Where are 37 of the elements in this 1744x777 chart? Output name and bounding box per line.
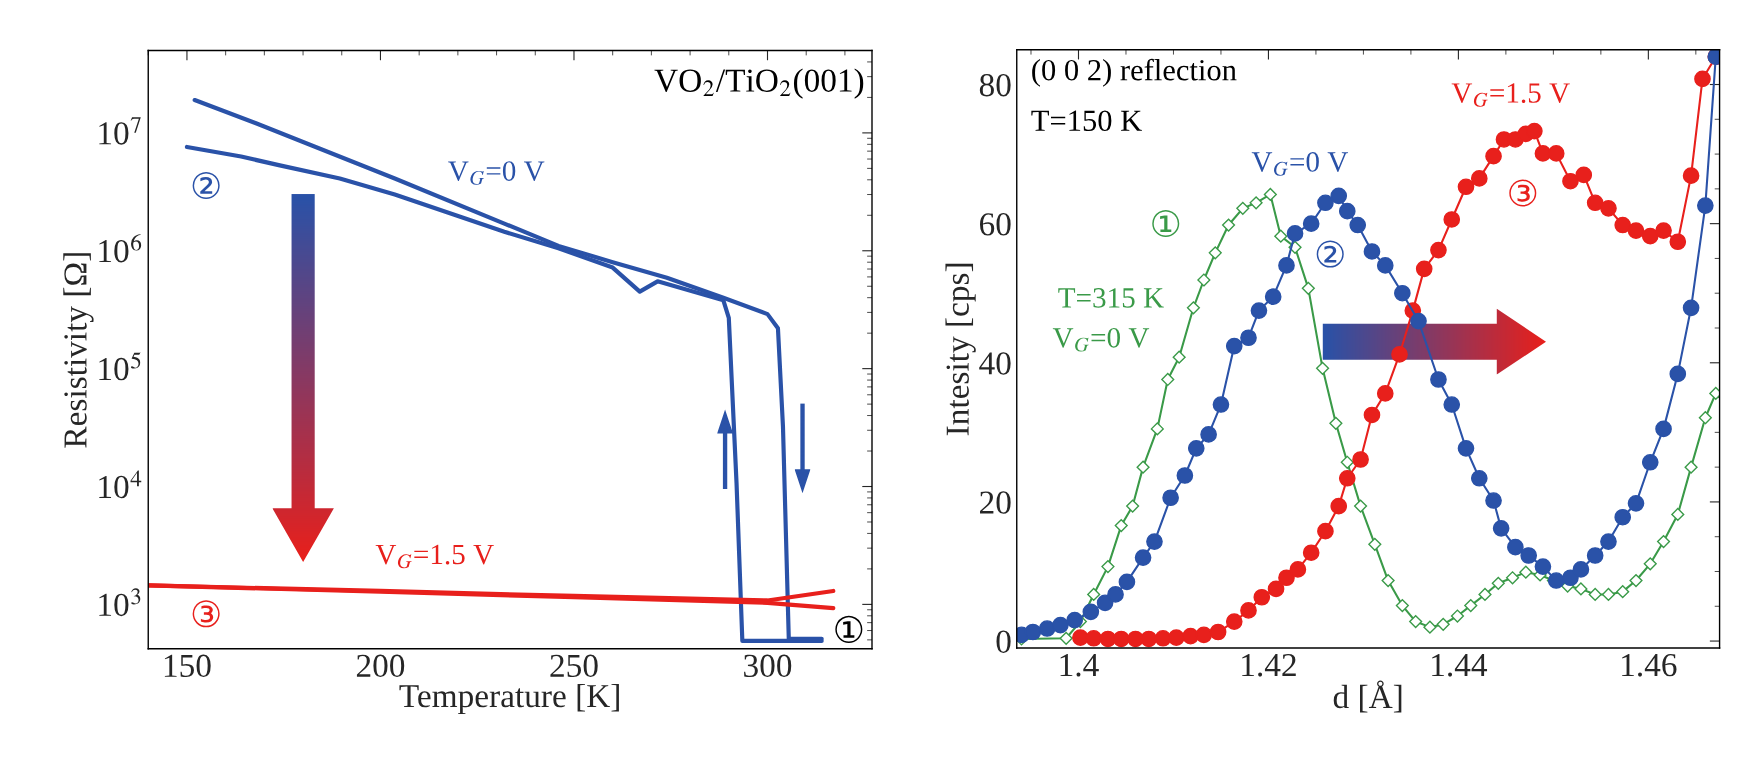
y-tick-label: 60	[979, 213, 1011, 236]
x-axis-title: Temperature [K]	[399, 683, 619, 715]
y-tick-label: 40	[979, 352, 1011, 375]
annotation: ③	[1509, 179, 1537, 207]
x-tick-label: 300	[744, 654, 792, 678]
y-axis-title: Intesity [cps]	[945, 263, 976, 436]
y-tick-label: 10$^{3}$	[99, 588, 141, 617]
x-tick-label: 1.4	[1060, 654, 1099, 677]
y-tick-label: 0	[996, 630, 1011, 653]
y-tick-label: 10$^{6}$	[99, 234, 142, 263]
x-tick-label: 200	[356, 654, 405, 678]
x-tick-label: 1.42	[1242, 653, 1296, 677]
annotation: VO$_{2}$/TiO$_{2}$(001)	[654, 68, 864, 99]
y-axis-title: Resistivity [Ω]	[63, 253, 94, 448]
annotation: ②	[1316, 240, 1344, 268]
annotation: T=315 K	[1058, 288, 1164, 308]
x-tick-label: 150	[164, 654, 211, 678]
annotation: ①	[835, 615, 863, 643]
x-tick-label: 1.46	[1622, 653, 1677, 677]
annotation: V$_{G}$=0 V	[448, 161, 545, 185]
x-axis-title: d [Å]	[1333, 680, 1402, 713]
y-tick-label: 10$^{7}$	[99, 117, 141, 145]
annotation: (0 0 2) reflection	[1032, 58, 1237, 87]
annotation: V$_{G}$=1.5 V	[375, 544, 494, 569]
x-tick-label: 250	[550, 654, 598, 678]
annotation: V$_{G}$=1.5 V	[1451, 83, 1570, 107]
annotation: ③	[192, 600, 220, 628]
annotation: V$_{G}$=0 V	[1052, 327, 1150, 352]
annotation: ①	[1152, 210, 1180, 238]
y-tick-label: 80	[979, 73, 1011, 97]
y-tick-label: 10$^{4}$	[99, 470, 142, 499]
x-tick-label: 1.44	[1432, 654, 1488, 677]
annotation: T=150 K	[1031, 110, 1142, 132]
annotation: ②	[192, 171, 220, 199]
y-tick-label: 10$^{5}$	[99, 352, 141, 381]
y-tick-label: 20	[980, 491, 1011, 514]
annotation: V$_{G}$=0 V	[1251, 152, 1349, 176]
